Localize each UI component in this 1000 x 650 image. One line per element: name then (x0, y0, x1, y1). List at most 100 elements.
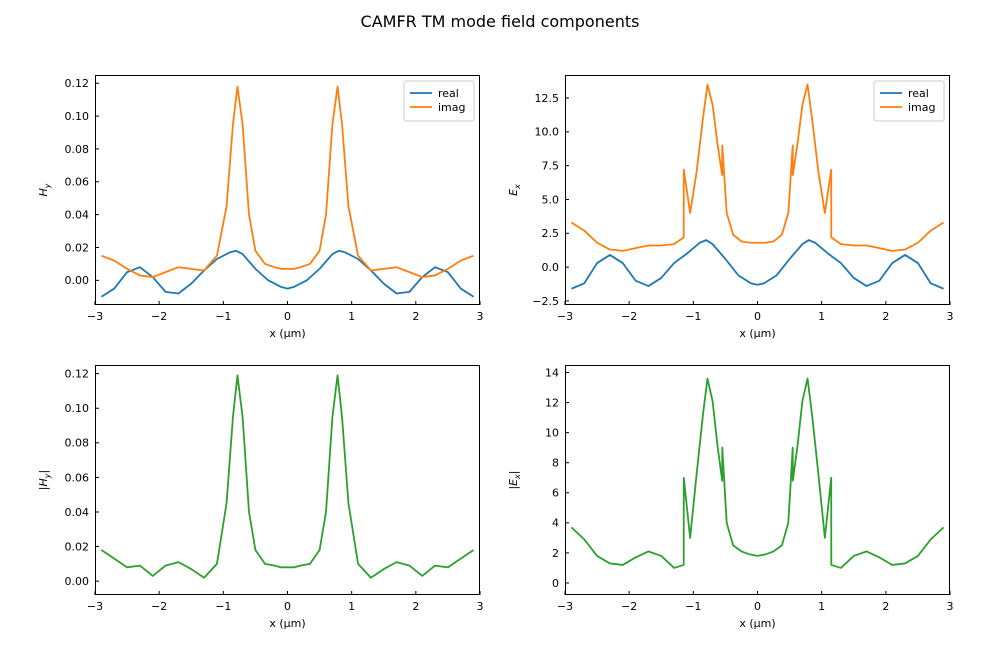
panel-svg-absHy: −3−2−10123x (μm)0.000.020.040.060.080.10… (95, 365, 480, 595)
y-tick: 0.10 (65, 110, 100, 123)
y-tick-label: 0.02 (65, 540, 90, 553)
svg-text:|Ex|: |Ex| (507, 470, 522, 489)
y-tick: 4 (552, 517, 569, 530)
y-tick: 8 (552, 457, 569, 470)
y-tick: 2 (552, 547, 569, 560)
svg-text:|Hy|: |Hy| (37, 470, 52, 490)
x-tick-label: −1 (215, 600, 231, 613)
y-axis-label: |Ex| (507, 470, 522, 489)
x-axis-label: x (μm) (269, 617, 305, 630)
y-axis-label: Hy (37, 183, 52, 196)
x-axis-label: x (μm) (739, 327, 775, 340)
y-tick: 0.06 (65, 471, 100, 484)
x-tick-label: 2 (412, 310, 419, 323)
y-tick-label: 0.08 (65, 143, 90, 156)
y-tick-label: 0.00 (65, 575, 90, 588)
y-tick: 0.10 (65, 402, 100, 415)
x-tick-label: 2 (882, 310, 889, 323)
y-tick-label: 4 (552, 517, 559, 530)
x-tick-label: 3 (947, 600, 954, 613)
y-tick-label: 2 (552, 547, 559, 560)
x-tick-label: 3 (477, 310, 484, 323)
x-tick-label: −3 (557, 310, 573, 323)
y-tick: 0.04 (65, 506, 100, 519)
series-real (101, 251, 473, 297)
legend: realimag (874, 81, 944, 121)
y-tick: 0.02 (65, 241, 100, 254)
y-tick: 0 (552, 577, 569, 590)
x-tick-label: 0 (284, 600, 291, 613)
panel-absHy: −3−2−10123x (μm)0.000.020.040.060.080.10… (95, 365, 480, 595)
y-tick: 10.0 (535, 126, 570, 139)
y-tick: 0.00 (65, 274, 100, 287)
x-tick-label: −2 (151, 310, 167, 323)
axes-spine (96, 366, 480, 595)
y-axis-label: Ex (507, 184, 522, 196)
y-axis-label: |Hy| (37, 470, 52, 490)
x-tick-label: 2 (412, 600, 419, 613)
legend-label-real: real (438, 87, 459, 100)
x-tick-label: 2 (882, 600, 889, 613)
y-tick-label: 0.04 (65, 208, 90, 221)
y-tick-label: 0.12 (65, 367, 90, 380)
x-tick-label: −1 (215, 310, 231, 323)
panel-Hy: −3−2−10123x (μm)0.000.020.040.060.080.10… (95, 75, 480, 305)
panel-svg-absEx: −3−2−10123x (μm)02468101214|Ex| (565, 365, 950, 595)
y-tick-label: 0.10 (65, 110, 90, 123)
axes-spine (566, 366, 950, 595)
y-tick-label: −2.5 (532, 295, 559, 308)
y-tick: 5.0 (542, 193, 570, 206)
svg-text:Ex: Ex (507, 184, 522, 196)
x-tick-label: −3 (87, 600, 103, 613)
y-tick: 2.5 (542, 227, 570, 240)
x-tick-label: 0 (284, 310, 291, 323)
y-tick-label: 7.5 (542, 159, 560, 172)
y-tick-label: 0.0 (542, 261, 560, 274)
y-tick-label: 5.0 (542, 193, 560, 206)
panel-Ex: −3−2−10123x (μm)−2.50.02.55.07.510.012.5… (565, 75, 950, 305)
y-tick: 0.12 (65, 77, 100, 90)
y-tick-label: 0.06 (65, 471, 90, 484)
x-tick-label: −1 (685, 600, 701, 613)
y-tick-label: 6 (552, 487, 559, 500)
x-tick-label: 0 (754, 600, 761, 613)
y-tick-label: 0.10 (65, 402, 90, 415)
y-tick: 0.04 (65, 208, 100, 221)
x-tick-label: −2 (151, 600, 167, 613)
y-tick-label: 0.08 (65, 437, 90, 450)
y-tick-label: 0 (552, 577, 559, 590)
y-tick: 0.12 (65, 367, 100, 380)
y-tick-label: 0.04 (65, 506, 90, 519)
y-tick: 0.02 (65, 540, 100, 553)
svg-text:Hy: Hy (37, 183, 52, 196)
x-tick-label: 1 (348, 600, 355, 613)
y-tick: 6 (552, 487, 569, 500)
y-tick-label: 10 (545, 426, 559, 439)
x-tick-label: −3 (557, 600, 573, 613)
x-axis-label: x (μm) (269, 327, 305, 340)
x-tick-label: −1 (685, 310, 701, 323)
series-mag (101, 375, 473, 577)
series-mag (571, 379, 943, 568)
y-tick: −2.5 (532, 295, 569, 308)
x-tick-label: 1 (818, 600, 825, 613)
legend-label-imag: imag (908, 101, 936, 114)
y-tick: 7.5 (542, 159, 570, 172)
y-tick: 0.06 (65, 176, 100, 189)
y-tick-label: 0.02 (65, 241, 90, 254)
figure-suptitle: CAMFR TM mode field components (0, 12, 1000, 31)
x-tick-label: 1 (348, 310, 355, 323)
panel-svg-Ex: −3−2−10123x (μm)−2.50.02.55.07.510.012.5… (565, 75, 950, 305)
y-tick: 0.00 (65, 575, 100, 588)
legend-label-imag: imag (438, 101, 466, 114)
figure: CAMFR TM mode field components −3−2−1012… (0, 0, 1000, 650)
y-tick-label: 12 (545, 396, 559, 409)
series-real (571, 240, 943, 289)
y-tick-label: 0.12 (65, 77, 90, 90)
y-tick-label: 8 (552, 457, 559, 470)
panel-svg-Hy: −3−2−10123x (μm)0.000.020.040.060.080.10… (95, 75, 480, 305)
y-tick-label: 2.5 (542, 227, 560, 240)
x-tick-label: −2 (621, 310, 637, 323)
x-tick-label: 3 (477, 600, 484, 613)
y-tick-label: 12.5 (535, 92, 560, 105)
